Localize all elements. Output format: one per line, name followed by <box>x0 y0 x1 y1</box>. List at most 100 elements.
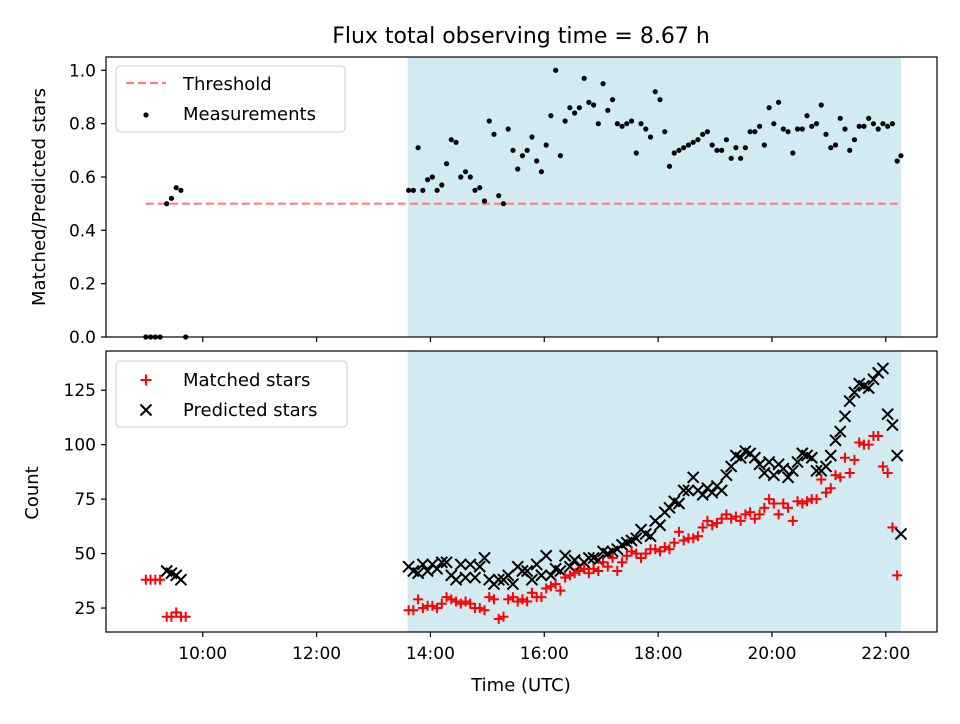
matched-star-marker <box>702 515 713 526</box>
matched-star-marker <box>512 596 523 607</box>
measurement-point <box>524 147 530 153</box>
predicted-star-marker <box>682 484 695 497</box>
bottom-panel: 25 50 75 100 125 10:00 12:00 14:00 16:00 18:00 20… <box>22 350 938 696</box>
top-legend: Threshold Measurements <box>115 65 346 133</box>
predicted-star-marker <box>696 488 709 501</box>
matched-star-marker <box>588 563 599 574</box>
matched-star-marker <box>417 603 428 614</box>
matched-star-marker <box>877 461 888 472</box>
measurement-point <box>818 102 824 108</box>
predicted-star-marker <box>867 373 880 386</box>
measurement-point <box>832 142 839 148</box>
measurement-point <box>766 105 772 111</box>
matched-star-marker <box>783 502 794 513</box>
measurement-point <box>809 123 815 129</box>
predicted-star-marker <box>781 471 795 484</box>
predicted-star-marker <box>473 560 486 573</box>
predicted-star-marker <box>834 425 847 438</box>
matched-star-marker <box>863 439 874 450</box>
legend-measurements-swatch <box>143 112 149 118</box>
chart-title: Flux total observing time = 8.67 h <box>332 24 710 49</box>
predicted-star-marker <box>777 462 790 475</box>
measurement-point <box>505 126 511 132</box>
measurement-point <box>581 75 587 81</box>
measurement-point <box>543 142 549 148</box>
predicted-star-marker <box>430 562 444 576</box>
measurement-point <box>420 187 426 193</box>
measurement-point <box>695 137 701 143</box>
measurement-point <box>178 187 184 193</box>
predicted-star-marker <box>705 486 719 499</box>
measurement-point <box>894 158 900 164</box>
matched-star-marker <box>636 552 647 563</box>
measurement-point <box>828 145 834 151</box>
measurement-point <box>761 142 767 148</box>
measurement-point <box>728 155 734 161</box>
measurement-point <box>628 118 635 124</box>
predicted-star-marker <box>843 394 856 408</box>
matched-star-marker <box>640 548 651 559</box>
predicted-star-marker <box>805 451 818 464</box>
predicted-star-marker <box>848 386 861 399</box>
matched-star-marker <box>555 585 566 596</box>
predicted-star-marker <box>890 449 904 462</box>
matched-star-marker <box>749 513 760 524</box>
measurement-point <box>898 153 904 159</box>
bottom-plot-frame <box>105 350 938 633</box>
measurement-point <box>714 147 720 153</box>
matched-star-marker <box>166 611 177 622</box>
matched-star-marker <box>711 518 722 529</box>
measurement-point <box>600 81 606 87</box>
matched-star-marker <box>560 572 571 583</box>
measurement-point <box>638 121 644 127</box>
matched-star-marker <box>541 583 552 594</box>
measurement-point <box>794 126 801 132</box>
matched-star-marker <box>493 613 504 624</box>
measurement-point <box>856 123 862 129</box>
measurement-point <box>889 121 896 127</box>
measurement-point <box>757 123 763 129</box>
matched-star-marker <box>655 546 665 557</box>
top-y-tick-label: 0.2 <box>69 275 96 295</box>
matched-star-marker <box>887 522 898 533</box>
measurement-point <box>700 131 706 137</box>
matched-star-marker <box>678 535 689 546</box>
measurement-point <box>462 169 469 175</box>
predicted-star-marker <box>715 484 728 497</box>
predicted-star-marker <box>686 471 700 484</box>
matched-star-marker <box>759 502 770 513</box>
matched-star-marker <box>579 563 590 574</box>
measurement-point <box>567 105 573 111</box>
matched-star-marker <box>522 596 533 607</box>
matched-star-marker <box>545 581 556 592</box>
measurement-point <box>443 161 450 167</box>
matched-star-marker <box>465 598 476 609</box>
measurement-point <box>704 129 711 135</box>
matched-star-marker <box>583 568 594 579</box>
measurement-point <box>875 126 881 132</box>
measurement-point <box>842 126 848 132</box>
measurement-point <box>173 185 179 191</box>
measurement-point <box>467 174 473 180</box>
matched-star-marker <box>787 515 798 526</box>
measurement-point <box>472 187 478 193</box>
matched-star-marker <box>484 592 495 603</box>
measurement-point <box>429 174 435 180</box>
measurement-point <box>491 131 497 137</box>
bottom-y-tick-label: 125 <box>64 381 96 401</box>
predicted-star-marker <box>630 532 643 545</box>
measurement-point <box>609 97 616 103</box>
matched-star-marker <box>155 574 166 585</box>
predicted-star-marker <box>535 569 548 582</box>
measurement-point <box>410 187 416 193</box>
measurement-point <box>510 147 516 153</box>
top-y-axis: 0.0 0.2 0.4 0.6 0.8 1.0 <box>69 61 106 348</box>
measurement-point <box>458 174 464 180</box>
matched-star-marker <box>811 494 822 505</box>
measurement-point <box>851 137 858 143</box>
matched-star-marker <box>436 598 447 609</box>
measurement-point <box>519 153 526 159</box>
predicted-star-marker <box>791 455 804 469</box>
matched-star-marker <box>730 511 741 522</box>
measurement-point <box>799 126 805 132</box>
